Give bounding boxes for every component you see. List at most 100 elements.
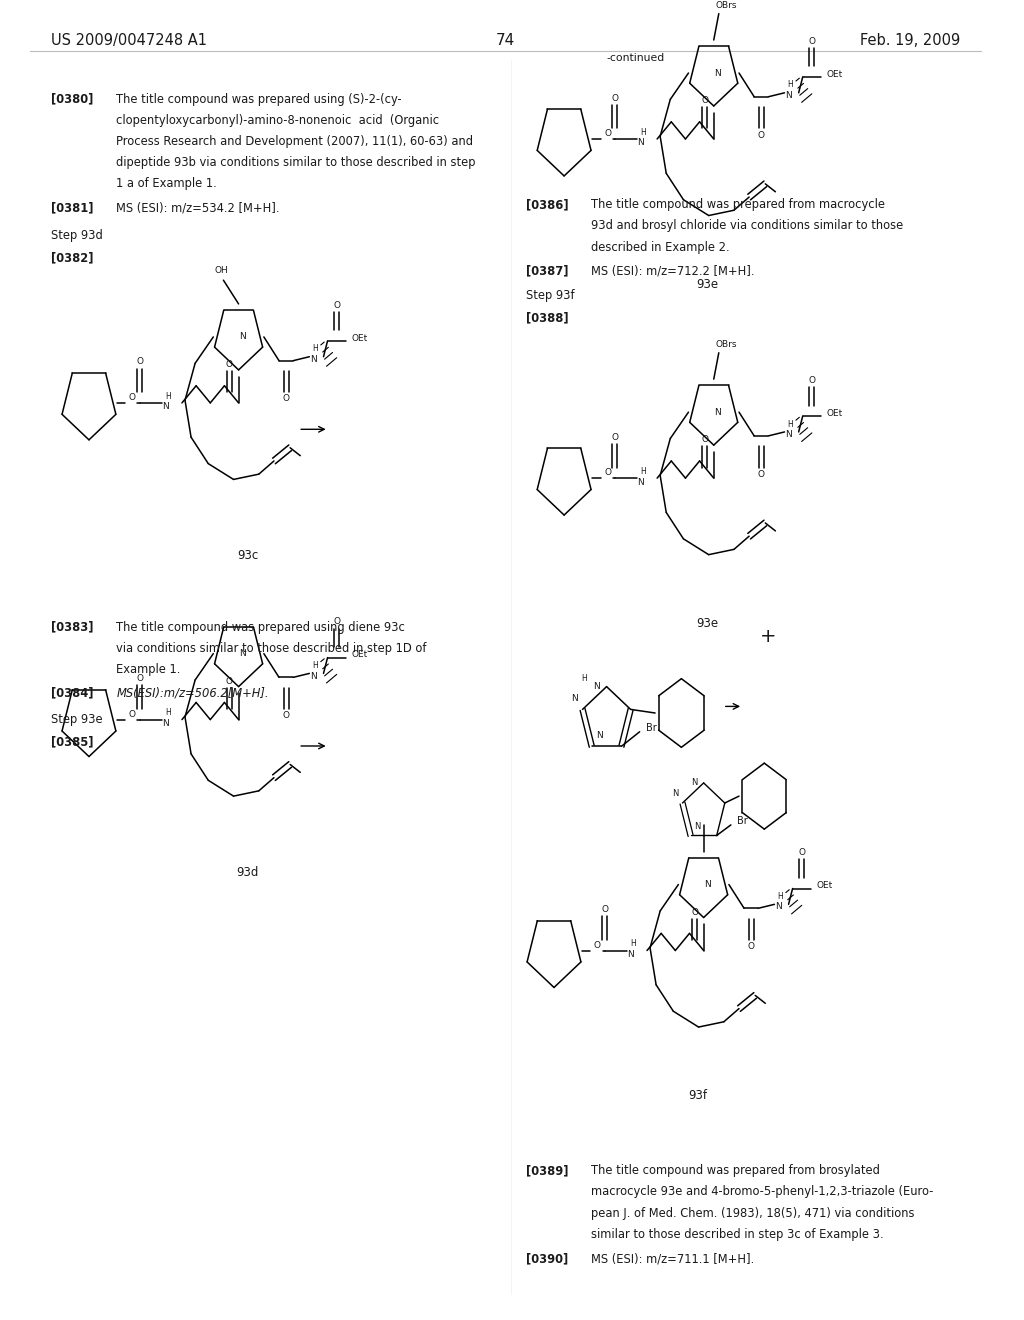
Text: O: O — [601, 906, 608, 915]
Text: The title compound was prepared from brosylated: The title compound was prepared from bro… — [592, 1164, 881, 1177]
Text: [0388]: [0388] — [525, 312, 568, 325]
Text: 93f: 93f — [688, 1089, 707, 1102]
Text: MS (ESI): m/z=712.2 [M+H].: MS (ESI): m/z=712.2 [M+H]. — [592, 264, 755, 277]
Text: 93e: 93e — [696, 277, 719, 290]
Text: [0380]: [0380] — [50, 92, 93, 106]
Text: H: H — [165, 709, 171, 718]
Text: O: O — [611, 94, 618, 103]
Text: H: H — [640, 467, 646, 477]
Text: Step 93d: Step 93d — [50, 228, 102, 242]
Text: H: H — [787, 420, 794, 429]
Text: [0385]: [0385] — [50, 735, 93, 748]
Text: H: H — [640, 128, 646, 137]
Text: OEt: OEt — [352, 651, 368, 660]
Text: N: N — [240, 649, 246, 659]
Text: Process Research and Development (2007), 11(1), 60-63) and: Process Research and Development (2007),… — [117, 135, 473, 148]
Text: H: H — [582, 675, 587, 684]
Text: N: N — [628, 950, 634, 960]
Text: [0381]: [0381] — [50, 201, 93, 214]
Text: OBrs: OBrs — [715, 1, 736, 11]
Text: OBrs: OBrs — [715, 341, 736, 350]
Text: O: O — [129, 393, 136, 403]
Text: similar to those described in step 3c of Example 3.: similar to those described in step 3c of… — [592, 1228, 884, 1241]
Text: [0390]: [0390] — [525, 1253, 568, 1266]
Text: H: H — [777, 892, 783, 902]
Text: O: O — [333, 301, 340, 310]
Text: H: H — [312, 345, 318, 354]
Text: O: O — [701, 96, 709, 106]
Text: H: H — [630, 940, 636, 949]
Text: 1 a of Example 1.: 1 a of Example 1. — [117, 177, 217, 190]
Text: macrocycle 93e and 4-bromo-5-phenyl-1,2,3-triazole (Euro-: macrocycle 93e and 4-bromo-5-phenyl-1,2,… — [592, 1185, 934, 1199]
Text: OEt: OEt — [352, 334, 368, 343]
Text: US 2009/0047248 A1: US 2009/0047248 A1 — [50, 33, 207, 49]
Text: MS(ESI):m/z=506.2[M+H].: MS(ESI):m/z=506.2[M+H]. — [117, 686, 268, 700]
Text: N: N — [715, 408, 721, 417]
Text: 93d: 93d — [237, 866, 259, 879]
Text: N: N — [691, 779, 697, 788]
Text: clopentyloxycarbonyl)-amino-8-nonenoic  acid  (Organic: clopentyloxycarbonyl)-amino-8-nonenoic a… — [117, 114, 439, 127]
Text: N: N — [310, 355, 316, 364]
Text: described in Example 2.: described in Example 2. — [592, 240, 730, 253]
Text: H: H — [787, 81, 794, 90]
Text: N: N — [163, 403, 169, 412]
Text: OEt: OEt — [827, 70, 843, 79]
Text: O: O — [129, 710, 136, 719]
Text: O: O — [748, 942, 755, 952]
Text: 93d and brosyl chloride via conditions similar to those: 93d and brosyl chloride via conditions s… — [592, 219, 903, 232]
Text: MS (ESI): m/z=534.2 [M+H].: MS (ESI): m/z=534.2 [M+H]. — [117, 201, 280, 214]
Text: O: O — [758, 470, 765, 479]
Text: [0387]: [0387] — [525, 264, 568, 277]
Text: N: N — [163, 719, 169, 729]
Text: O: O — [594, 941, 601, 950]
Text: N: N — [672, 789, 679, 799]
Text: O: O — [808, 376, 815, 385]
Text: N: N — [715, 69, 721, 78]
Text: O: O — [136, 675, 143, 684]
Text: pean J. of Med. Chem. (1983), 18(5), 471) via conditions: pean J. of Med. Chem. (1983), 18(5), 471… — [592, 1206, 914, 1220]
Text: O: O — [611, 433, 618, 442]
Text: N: N — [775, 903, 781, 912]
Text: H: H — [312, 661, 318, 671]
Text: N: N — [593, 682, 600, 692]
Text: The title compound was prepared using diene 93c: The title compound was prepared using di… — [117, 620, 406, 634]
Text: Example 1.: Example 1. — [117, 663, 180, 676]
Text: O: O — [798, 849, 805, 858]
Text: 93e: 93e — [696, 616, 719, 630]
Text: -continued: -continued — [606, 53, 665, 63]
Text: N: N — [571, 694, 578, 704]
Text: [0383]: [0383] — [50, 620, 93, 634]
Text: Step 93e: Step 93e — [50, 713, 102, 726]
Text: N: N — [694, 822, 700, 830]
Text: N: N — [638, 478, 644, 487]
Text: O: O — [283, 395, 290, 404]
Text: O: O — [604, 469, 611, 478]
Text: O: O — [226, 677, 233, 686]
Text: N: N — [596, 731, 603, 741]
Text: [0382]: [0382] — [50, 251, 93, 264]
Text: Br: Br — [646, 723, 656, 733]
Text: O: O — [758, 131, 765, 140]
Text: N: N — [240, 333, 246, 342]
Text: [0384]: [0384] — [50, 686, 93, 700]
Text: Step 93f: Step 93f — [525, 289, 574, 302]
Text: [0386]: [0386] — [525, 198, 568, 211]
Text: N: N — [310, 672, 316, 681]
Text: dipeptide 93b via conditions similar to those described in step: dipeptide 93b via conditions similar to … — [117, 156, 476, 169]
Text: O: O — [283, 711, 290, 721]
Text: MS (ESI): m/z=711.1 [M+H].: MS (ESI): m/z=711.1 [M+H]. — [592, 1253, 755, 1266]
Text: 74: 74 — [496, 33, 515, 49]
Text: OEt: OEt — [827, 409, 843, 418]
Text: N: N — [705, 880, 711, 890]
Text: The title compound was prepared from macrocycle: The title compound was prepared from mac… — [592, 198, 886, 211]
Text: O: O — [136, 358, 143, 367]
Text: O: O — [604, 129, 611, 139]
Text: H: H — [165, 392, 171, 401]
Text: OEt: OEt — [817, 882, 834, 891]
Text: Br: Br — [737, 816, 748, 826]
Text: Feb. 19, 2009: Feb. 19, 2009 — [860, 33, 961, 49]
Text: O: O — [701, 436, 709, 445]
Text: N: N — [638, 139, 644, 148]
Text: via conditions similar to those described in step 1D of: via conditions similar to those describe… — [117, 642, 427, 655]
Text: [0389]: [0389] — [525, 1164, 568, 1177]
